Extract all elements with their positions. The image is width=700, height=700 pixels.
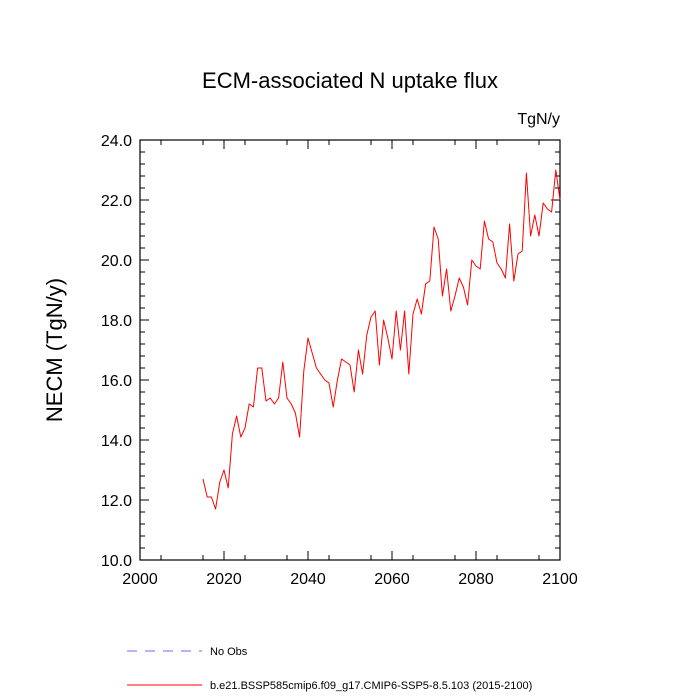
data-series (202, 169, 561, 510)
legend-label-model: b.e21.BSSP585cmip6.f09_g17.CMIP6-SSP5-8.… (210, 680, 532, 692)
x-tick-label: 2040 (290, 571, 326, 588)
chart-title: ECM-associated N uptake flux (202, 68, 498, 93)
y-tick-label: 16.0 (101, 373, 132, 390)
units-label: TgN/y (517, 111, 560, 128)
x-tick-label: 2100 (542, 571, 578, 588)
series-line (202, 169, 561, 510)
y-tick-label: 22.0 (101, 193, 132, 210)
y-tick-label: 20.0 (101, 253, 132, 270)
axis-tick-labels: 2000 2020 2040 2060 2080 2100 10.0 12.0 14.0 16.0… (101, 133, 578, 588)
axis-ticks (139, 139, 561, 561)
y-tick-label: 14.0 (101, 433, 132, 450)
y-tick-label: 18.0 (101, 313, 132, 330)
y-tick-label: 12.0 (101, 493, 132, 510)
y-tick-label: 10.0 (101, 553, 132, 570)
x-tick-label: 2080 (458, 571, 494, 588)
y-axis-label: NECM (TgN/y) (42, 278, 67, 422)
x-tick-label: 2060 (374, 571, 410, 588)
legend-label-no-obs: No Obs (210, 646, 248, 658)
x-tick-label: 2000 (122, 571, 158, 588)
x-tick-label: 2020 (206, 571, 242, 588)
plot-frame (139, 139, 561, 561)
y-tick-label: 24.0 (101, 133, 132, 150)
legend: No Obs b.e21.BSSP585cmip6.f09_g17.CMIP6-… (127, 646, 532, 692)
